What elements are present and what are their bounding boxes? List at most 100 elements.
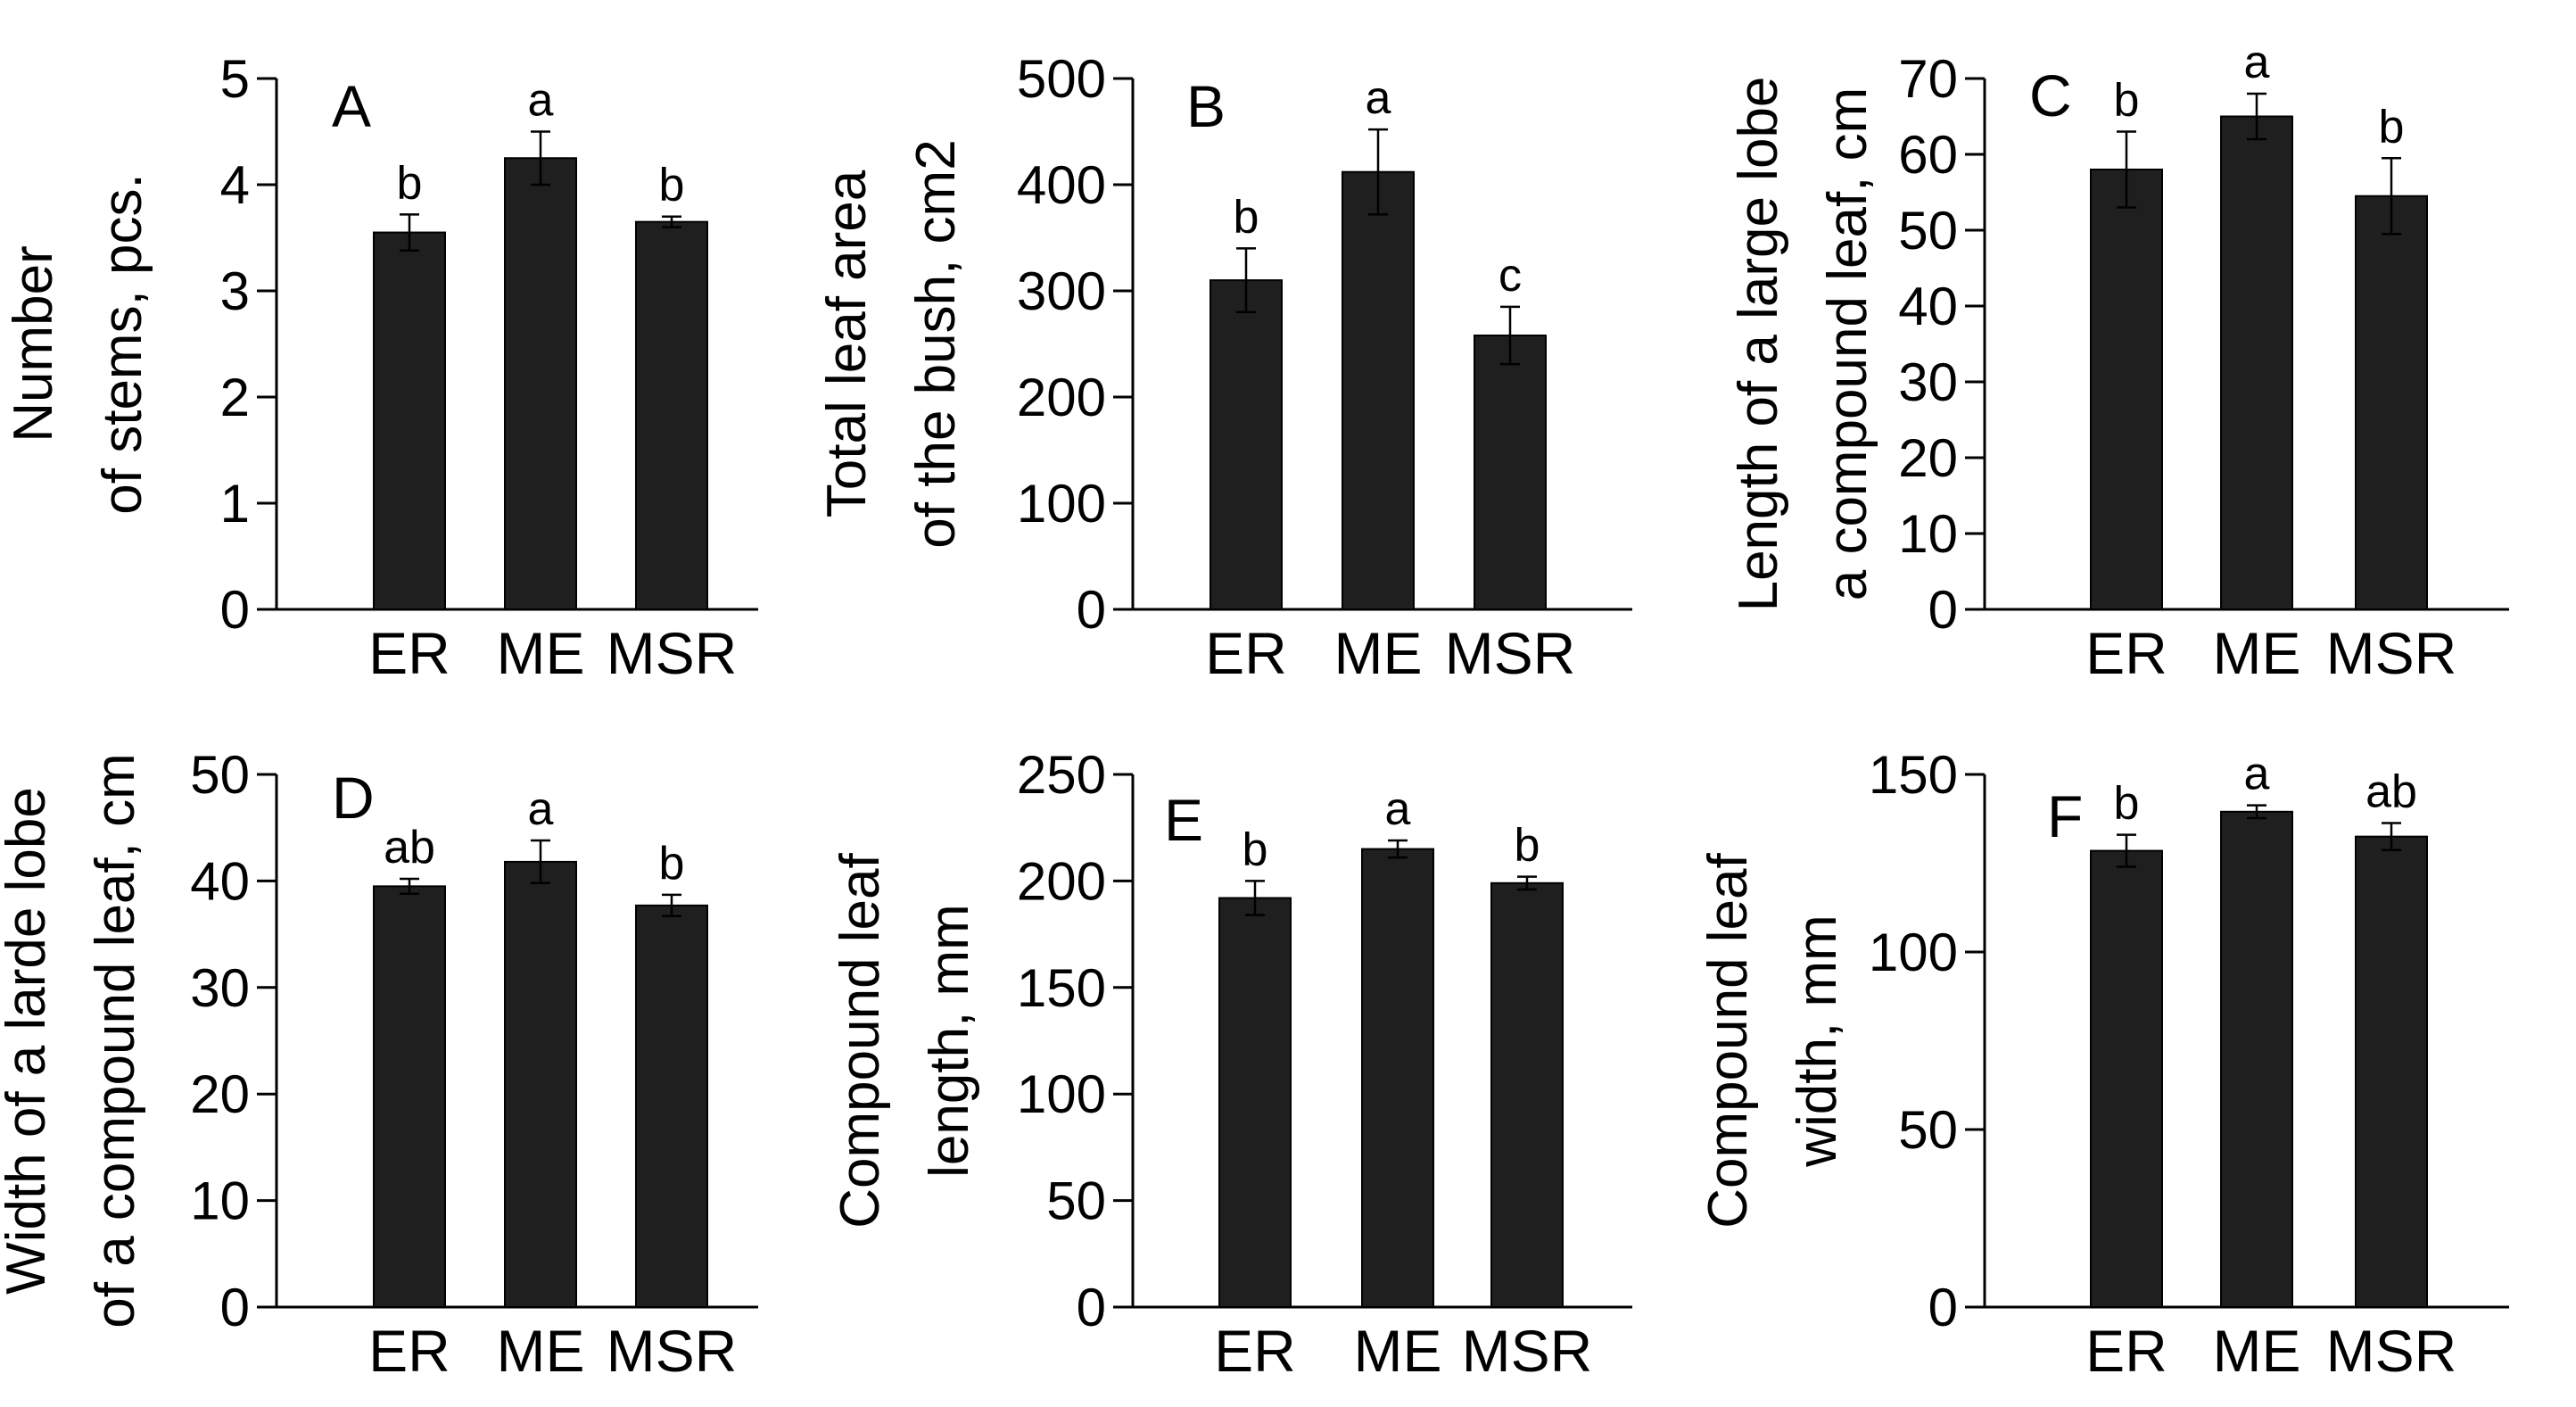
category-label: MSR xyxy=(2326,620,2457,686)
y-tick-label: 100 xyxy=(1017,474,1106,534)
bar-me xyxy=(2220,810,2293,1308)
significance-label: b xyxy=(2114,75,2140,127)
y-tick-label: 20 xyxy=(1898,428,1958,488)
category-label: ME xyxy=(2213,1318,2301,1384)
category-label: MSR xyxy=(607,1318,738,1384)
y-axis-title: Number xyxy=(3,245,64,443)
category-label: MSR xyxy=(607,620,738,686)
y-axis-title: length, mm xyxy=(919,904,980,1178)
y-tick-label: 150 xyxy=(1017,958,1106,1018)
y-tick-label: 250 xyxy=(1017,745,1106,805)
y-tick-label: 200 xyxy=(1017,851,1106,911)
category-label: ER xyxy=(368,620,450,686)
y-tick-label: 400 xyxy=(1017,155,1106,215)
significance-label: a xyxy=(2244,37,2270,88)
y-tick-label: 50 xyxy=(1046,1171,1106,1231)
category-label: ER xyxy=(2085,1318,2167,1384)
y-tick-label: 10 xyxy=(190,1171,250,1231)
y-tick-label: 200 xyxy=(1017,368,1106,427)
y-tick-label: 500 xyxy=(1017,49,1106,109)
panel-letter: B xyxy=(1186,73,1226,139)
significance-label: a xyxy=(528,75,554,127)
bar-msr xyxy=(2355,194,2428,610)
panel-f: 0 50 100 150 b ER a ME ab MSR F Compound leaf width,… xyxy=(1697,745,2509,1384)
significance-label: a xyxy=(1366,72,1391,124)
significance-label: b xyxy=(659,160,685,211)
y-tick-label: 0 xyxy=(1928,580,1958,640)
panel-letter: C xyxy=(2029,62,2072,128)
y-tick-label: 30 xyxy=(1898,352,1958,412)
y-tick-label: 30 xyxy=(190,958,250,1018)
bar-msr xyxy=(2355,835,2428,1308)
y-tick-label: 4 xyxy=(220,155,250,215)
panel-letter: A xyxy=(332,73,371,139)
y-tick-label: 70 xyxy=(1898,49,1958,109)
significance-label: b xyxy=(1515,820,1540,872)
category-label: MSR xyxy=(2326,1318,2457,1384)
significance-label: a xyxy=(528,783,554,835)
bar-me xyxy=(1342,170,1415,610)
panel-letter: F xyxy=(2047,783,2083,849)
y-tick-label: 40 xyxy=(190,851,250,911)
y-axis-title: a compound leaf, cm xyxy=(1817,87,1878,601)
significance-label: ab xyxy=(384,822,435,873)
category-label: ME xyxy=(497,1318,585,1384)
y-tick-label: 0 xyxy=(1077,1278,1106,1337)
bar-me xyxy=(2220,115,2293,610)
panel-e: 0 50 100 150 200 250 b ER a ME b MSR E Compound leaf l… xyxy=(830,745,1632,1384)
bar-msr xyxy=(1474,334,1547,610)
y-axis-title: of the bush, cm2 xyxy=(905,139,967,548)
bar-msr xyxy=(635,220,708,610)
significance-label: b xyxy=(1234,191,1259,243)
y-axis-title: of stems, pcs. xyxy=(92,173,153,514)
bar-er xyxy=(373,231,446,610)
significance-label: ab xyxy=(2365,766,2417,818)
y-tick-label: 0 xyxy=(1077,580,1106,640)
bar-er xyxy=(2090,169,2163,610)
y-tick-label: 100 xyxy=(1869,923,1958,982)
significance-label: a xyxy=(2244,749,2270,800)
category-label: ER xyxy=(368,1318,450,1384)
y-tick-label: 300 xyxy=(1017,261,1106,321)
y-tick-label: 150 xyxy=(1869,745,1958,805)
y-tick-label: 0 xyxy=(1928,1278,1958,1337)
y-axis-title: Length of a large lobe xyxy=(1728,77,1789,612)
category-label: ME xyxy=(1354,1318,1442,1384)
bar-me xyxy=(1361,848,1434,1308)
significance-label: c xyxy=(1499,250,1522,302)
y-tick-label: 50 xyxy=(1898,201,1958,261)
y-tick-label: 2 xyxy=(220,368,250,427)
significance-label: b xyxy=(2114,778,2140,830)
bar-me xyxy=(504,860,577,1309)
panel-d: 0 10 20 30 40 50 ab ER a ME b MSR D Width of a larde … xyxy=(0,745,758,1384)
panel-letter: E xyxy=(1164,787,1203,853)
category-label: ER xyxy=(2085,620,2167,686)
bar-me xyxy=(504,157,577,610)
significance-label: b xyxy=(1243,824,1268,875)
y-tick-label: 1 xyxy=(220,474,250,534)
significance-label: a xyxy=(1385,783,1411,835)
y-tick-label: 0 xyxy=(220,1278,250,1337)
panel-c: 0 10 20 30 40 50 60 70 b ER a ME b MSR C Length of a la… xyxy=(1728,37,2509,686)
significance-label: b xyxy=(659,838,685,890)
y-tick-label: 50 xyxy=(190,745,250,805)
category-label: ME xyxy=(1334,620,1423,686)
category-label: ER xyxy=(1214,1318,1296,1384)
bar-er xyxy=(373,885,446,1308)
bar-er xyxy=(1218,897,1292,1309)
category-label: MSR xyxy=(1445,620,1576,686)
y-axis-title: width, mm xyxy=(1787,915,1848,1167)
significance-label: b xyxy=(397,157,423,209)
category-label: ER xyxy=(1205,620,1287,686)
y-tick-label: 20 xyxy=(190,1064,250,1124)
panel-letter: D xyxy=(332,765,375,831)
y-tick-label: 3 xyxy=(220,261,250,321)
y-axis-title: Compound leaf xyxy=(830,852,891,1228)
bar-er xyxy=(2090,849,2163,1308)
bar-msr xyxy=(1490,881,1564,1309)
category-label: ME xyxy=(2213,620,2301,686)
category-label: ME xyxy=(497,620,585,686)
y-axis-title: Compound leaf xyxy=(1697,852,1759,1228)
bar-msr xyxy=(635,904,708,1308)
